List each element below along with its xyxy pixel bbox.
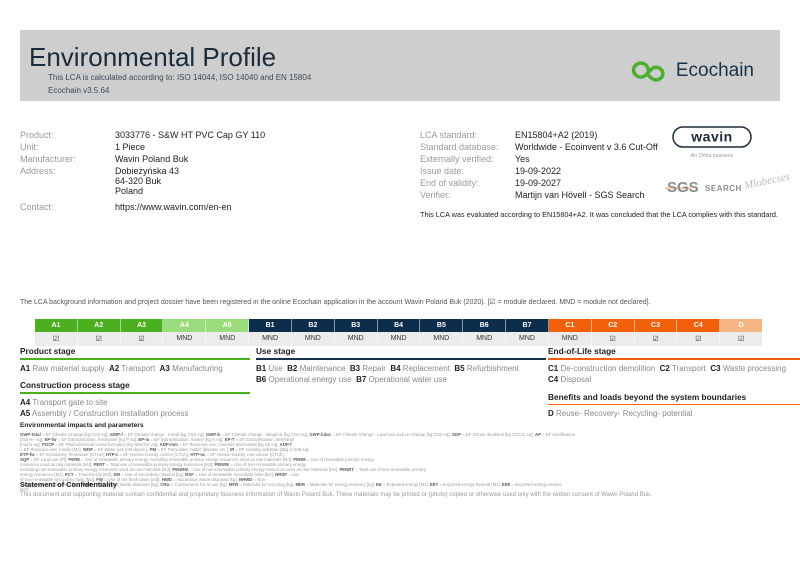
svg-text:SGS: SGS — [667, 179, 699, 196]
svg-text:wavin: wavin — [690, 129, 732, 145]
svg-text:Mlobecses: Mlobecses — [742, 174, 791, 192]
svg-text:SEARCH: SEARCH — [705, 184, 742, 193]
